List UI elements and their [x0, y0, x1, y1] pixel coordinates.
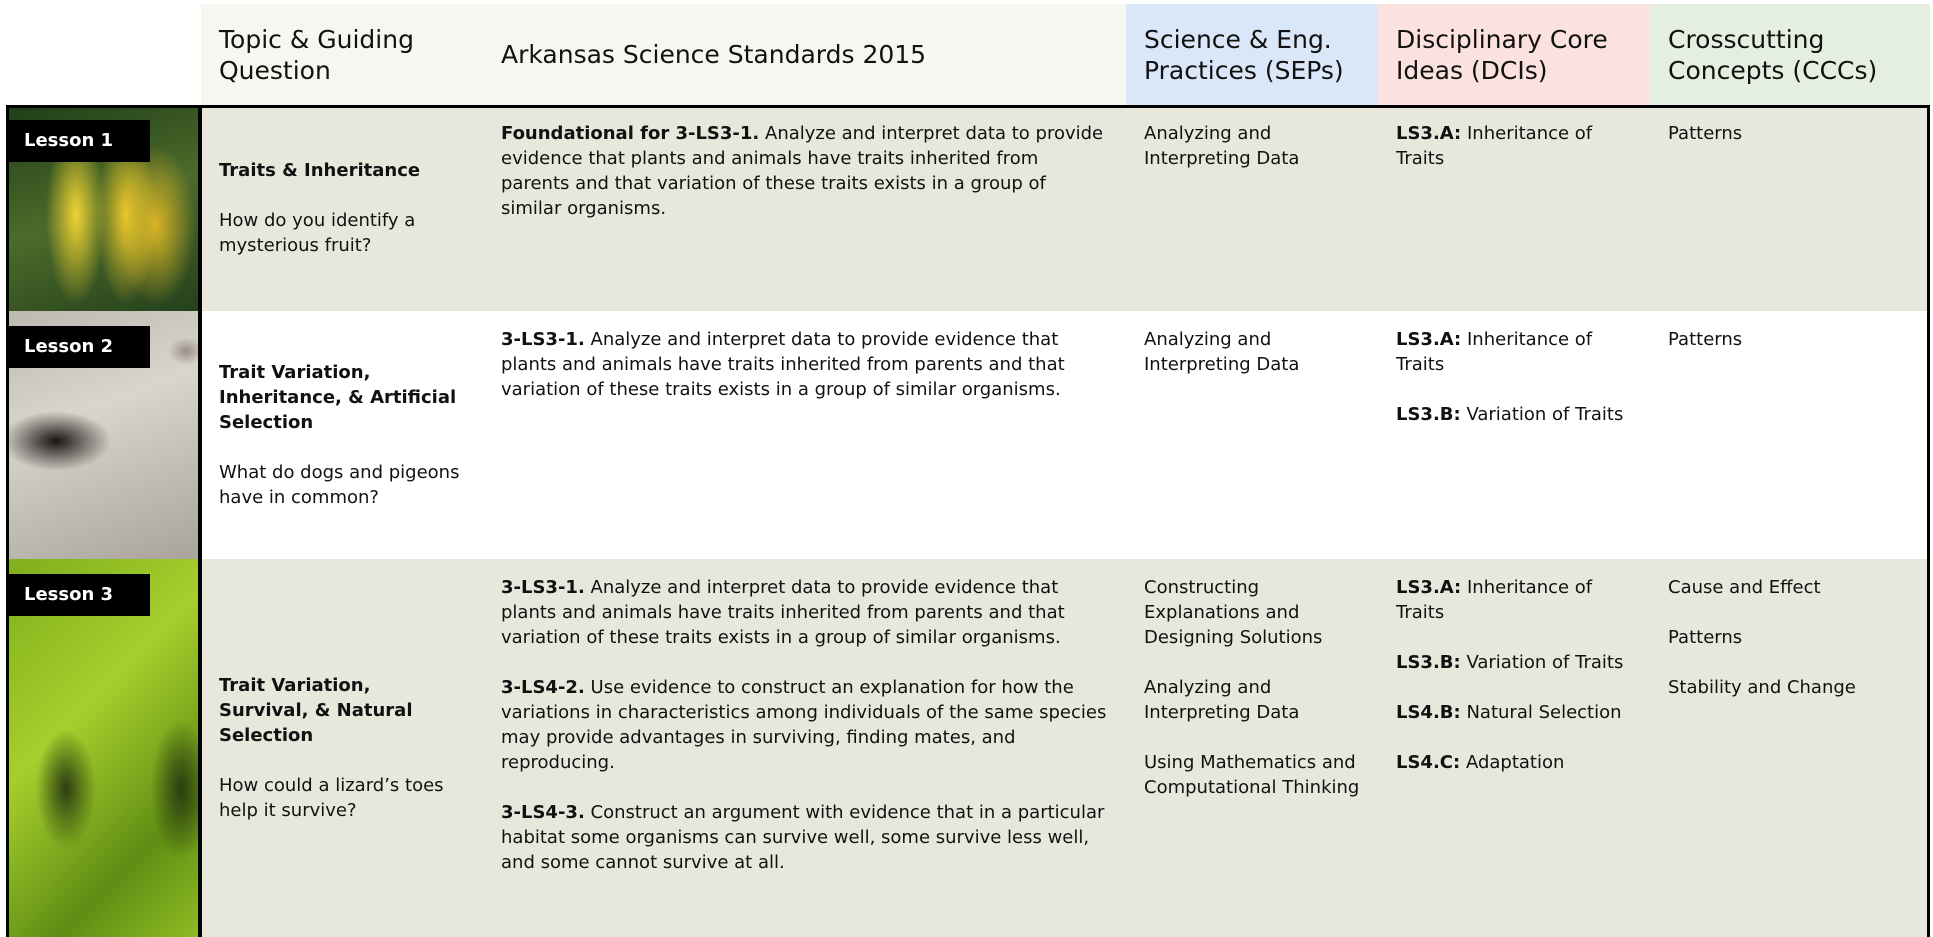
ccc: Patterns — [1668, 329, 1743, 350]
topic-title: Traits & Inheritance — [219, 160, 421, 181]
dci: LS4.C: Adaptation — [1396, 750, 1632, 775]
sep-cell: Constructing Explanations and Designing … — [1126, 559, 1378, 937]
dci: LS3.A: Inheritance of Traits — [1396, 575, 1632, 625]
standard-code: 3-LS3-1. — [501, 329, 585, 350]
column-header: Crosscutting Concepts (CCCs) — [1650, 4, 1930, 105]
standard-text: Analyze and interpret data to provide ev… — [501, 123, 1104, 219]
dci: LS3.A: Inheritance of Traits — [1396, 121, 1632, 171]
lesson-label: Lesson 2 — [6, 326, 150, 368]
dci-text: Adaptation — [1465, 752, 1565, 773]
row-background — [201, 105, 1930, 311]
dci-text: Natural Selection — [1466, 702, 1622, 723]
sep: Constructing Explanations and Designing … — [1144, 577, 1323, 648]
dci-text: Inheritance of Traits — [1396, 329, 1593, 375]
dci-cell: LS3.A: Inheritance of Traits LS3.B: Varia… — [1378, 559, 1650, 937]
standards-cell: 3-LS3-1. Analyze and interpret data to p… — [483, 311, 1126, 559]
topic-cell: Trait Variation, Inheritance, & Artifici… — [201, 311, 483, 559]
standard-code: 3-LS4-3. — [501, 802, 585, 823]
sep-cell: Analyzing and Interpreting Data — [1126, 105, 1378, 311]
standards-cell: Foundational for 3-LS3-1. Analyze and in… — [483, 105, 1126, 311]
ccc: Patterns — [1668, 123, 1743, 144]
ccc-cell: Cause and Effect Patterns Stability and Ch… — [1650, 559, 1930, 937]
guiding-question: How do you identify a mysterious fruit? — [219, 210, 416, 256]
standard-text: Analyze and interpret data to provide ev… — [501, 577, 1065, 648]
column-header: Topic & Guiding Question — [201, 4, 483, 105]
standard-text: Construct an argument with evidence that… — [501, 802, 1105, 873]
lesson-label: Lesson 1 — [6, 120, 150, 162]
dci-code: LS3.A: — [1396, 329, 1462, 350]
standard: Foundational for 3-LS3-1. Analyze and in… — [501, 121, 1108, 221]
dci-cell: LS3.A: Inheritance of Traits LS3.B: Varia… — [1378, 311, 1650, 559]
ccc-cell: Patterns — [1650, 105, 1930, 311]
standard-text: Analyze and interpret data to provide ev… — [501, 329, 1065, 400]
dci-cell: LS3.A: Inheritance of Traits — [1378, 105, 1650, 311]
sep: Analyzing and Interpreting Data — [1144, 329, 1300, 375]
sep: Using Mathematics and Computational Thin… — [1144, 752, 1360, 798]
dci: LS4.B: Natural Selection — [1396, 700, 1632, 725]
sep: Analyzing and Interpreting Data — [1144, 123, 1300, 169]
guiding-question: What do dogs and pigeons have in common? — [219, 462, 460, 508]
topic-title: Trait Variation, Survival, & Natural Sel… — [219, 675, 413, 746]
dci-code: LS4.B: — [1396, 702, 1461, 723]
lesson-photo: Lesson 3 — [6, 559, 201, 937]
sep: Analyzing and Interpreting Data — [1144, 677, 1300, 723]
photo-divider — [198, 105, 202, 937]
standards-cell: 3-LS3-1. Analyze and interpret data to p… — [483, 559, 1126, 937]
row-background — [201, 559, 1930, 937]
standard-code: 3-LS4-2. — [501, 677, 585, 698]
dci-code: LS3.A: — [1396, 123, 1462, 144]
dci-code: LS3.B: — [1396, 404, 1461, 425]
sep-cell: Analyzing and Interpreting Data — [1126, 311, 1378, 559]
ccc: Cause and Effect — [1668, 577, 1821, 598]
dci-text: Inheritance of Traits — [1396, 577, 1593, 623]
lesson-photo: Lesson 1 — [6, 105, 201, 311]
ccc: Patterns — [1668, 627, 1743, 648]
dci: LS3.B: Variation of Traits — [1396, 650, 1632, 675]
ccc-cell: Patterns — [1650, 311, 1930, 559]
dci: LS3.A: Inheritance of Traits — [1396, 327, 1632, 377]
standard: 3-LS4-2. Use evidence to construct an ex… — [501, 675, 1108, 775]
row-background — [201, 311, 1930, 559]
column-header: Science & Eng. Practices (SEPs) — [1126, 4, 1378, 105]
topic-cell: Trait Variation, Survival, & Natural Sel… — [201, 559, 483, 937]
standard-code: Foundational for 3-LS3-1. — [501, 123, 760, 144]
standard-text: Use evidence to construct an explanation… — [501, 677, 1107, 773]
topic-cell: Traits & Inheritance How do you identify … — [201, 105, 483, 311]
ccc: Stability and Change — [1668, 677, 1856, 698]
table-border — [6, 105, 1930, 937]
standard: 3-LS4-3. Construct an argument with evid… — [501, 800, 1108, 875]
lesson-label: Lesson 3 — [6, 574, 150, 616]
dci-text: Inheritance of Traits — [1396, 123, 1593, 169]
guiding-question: How could a lizard’s toes help it surviv… — [219, 775, 444, 821]
dci-code: LS4.C: — [1396, 752, 1461, 773]
topic-title: Trait Variation, Inheritance, & Artifici… — [219, 362, 457, 433]
lesson-photo: Lesson 2 — [6, 311, 201, 559]
standard-code: 3-LS3-1. — [501, 577, 585, 598]
standard: 3-LS3-1. Analyze and interpret data to p… — [501, 575, 1108, 650]
dci-text: Variation of Traits — [1466, 404, 1624, 425]
column-header: Disciplinary Core Ideas (DCIs) — [1378, 4, 1650, 105]
dci-text: Variation of Traits — [1466, 652, 1624, 673]
dci-code: LS3.B: — [1396, 652, 1461, 673]
dci-code: LS3.A: — [1396, 577, 1462, 598]
standard: 3-LS3-1. Analyze and interpret data to p… — [501, 327, 1108, 402]
column-header: Arkansas Science Standards 2015 — [483, 4, 1126, 105]
dci: LS3.B: Variation of Traits — [1396, 402, 1632, 427]
